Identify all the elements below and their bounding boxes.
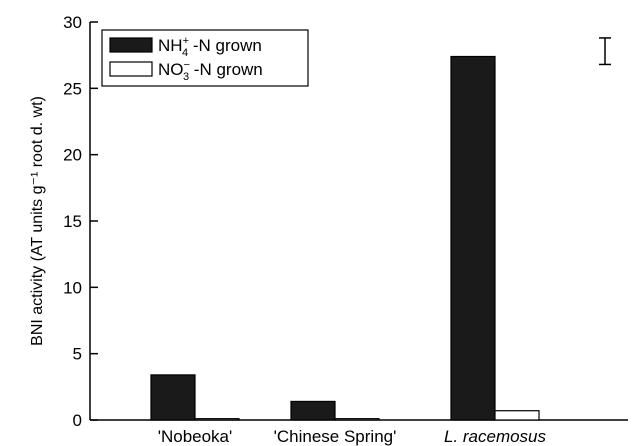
x-category-label: 'Nobeoka' — [158, 427, 233, 446]
bar-nh4-0 — [150, 374, 196, 421]
y-tick-label: 30 — [63, 13, 82, 32]
bars — [150, 55, 540, 421]
y-axis-label: BNI activity (AT units g⁻¹ root d. wt) — [29, 96, 46, 346]
y-tick-label: 20 — [63, 146, 82, 165]
legend-label: NO− 3 -N grown — [158, 59, 263, 83]
bar-nh4-1 — [290, 400, 336, 421]
legend-swatch — [109, 61, 153, 77]
bar-no3-2 — [494, 410, 540, 421]
x-axis-categories: 'Nobeoka' 'Chinese Spring' L. racemosus — [158, 427, 547, 446]
y-tick-label: 15 — [63, 212, 82, 231]
bar-no3-0 — [194, 418, 240, 421]
x-category-label: L. racemosus — [444, 427, 547, 446]
y-tick-label: 10 — [63, 278, 82, 297]
legend-swatch — [109, 37, 153, 53]
y-axis-ticks: 0 5 10 15 20 25 30 — [63, 13, 98, 430]
y-tick-label: 5 — [73, 345, 82, 364]
error-bar — [599, 37, 611, 66]
bar-no3-1 — [334, 418, 380, 421]
y-tick-label: 0 — [73, 411, 82, 430]
legend-label: NH+ 4 -N grown — [158, 35, 262, 59]
y-tick-label: 25 — [63, 79, 82, 98]
bar-nh4-2 — [450, 55, 496, 421]
x-category-label: 'Chinese Spring' — [274, 427, 397, 446]
